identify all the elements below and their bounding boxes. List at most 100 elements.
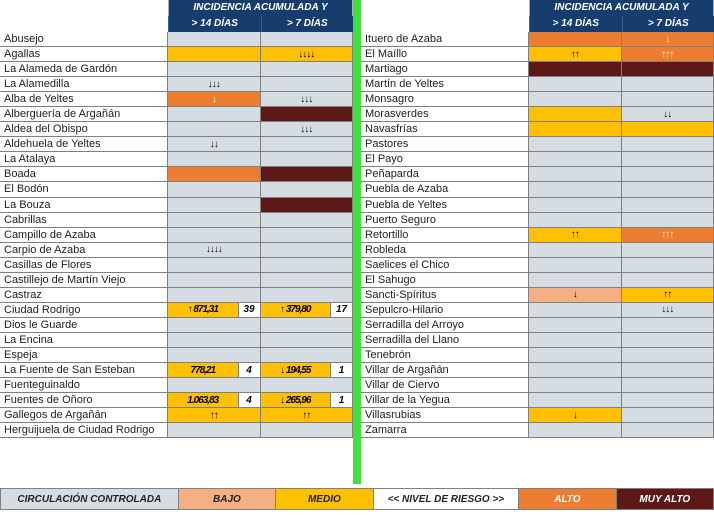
table-row: Espeja bbox=[0, 348, 353, 363]
table-row: Robleda bbox=[361, 243, 714, 258]
cell-d7 bbox=[622, 393, 714, 407]
cell-d14 bbox=[529, 243, 621, 257]
municipality-name: Aldehuela de Yeltes bbox=[0, 137, 168, 151]
cell-d7: ↓↓↓ bbox=[261, 122, 353, 136]
table-row: Serradilla del Arroyo bbox=[361, 318, 714, 333]
cell-d14 bbox=[529, 213, 621, 227]
table-row: Navasfrías bbox=[361, 122, 714, 137]
cell-d14 bbox=[529, 152, 621, 166]
cell-d14 bbox=[529, 423, 621, 437]
cell-d7: ↑↑ bbox=[261, 408, 353, 422]
cell-d7 bbox=[261, 423, 353, 437]
table-row: Martín de Yeltes bbox=[361, 77, 714, 92]
cell-d7 bbox=[622, 198, 714, 212]
cell-d14: ↑↑ bbox=[529, 228, 621, 242]
municipality-name: La Fuente de San Esteban bbox=[0, 363, 168, 377]
municipality-name: Villasrubias bbox=[361, 408, 529, 422]
table-row: La Encina bbox=[0, 333, 353, 348]
table-row: Fuenteguinaldo bbox=[0, 378, 353, 393]
table-row: Martiago bbox=[361, 62, 714, 77]
cell-d14 bbox=[168, 333, 260, 347]
municipality-name: Gallegos de Argañán bbox=[0, 408, 168, 422]
municipality-name: La Encina bbox=[0, 333, 168, 347]
cell-d7: ↓ 265,96 bbox=[261, 393, 331, 407]
cell-d14 bbox=[168, 167, 260, 181]
table-row: Retortillo↑↑↑↑↑ bbox=[361, 228, 714, 243]
cell-d14 bbox=[529, 182, 621, 196]
cell-d14: ↓↓↓ bbox=[168, 77, 260, 91]
table-row: Carpio de Azaba↓↓↓↓ bbox=[0, 243, 353, 258]
municipality-name: Agallas bbox=[0, 47, 168, 61]
municipality-name: Boada bbox=[0, 167, 168, 181]
municipality-name: Tenebrón bbox=[361, 348, 529, 362]
cell-d7 bbox=[622, 213, 714, 227]
municipality-name: Pastores bbox=[361, 137, 529, 151]
table-row: Villar de Ciervo bbox=[361, 378, 714, 393]
cell-d14-count: 4 bbox=[238, 393, 260, 407]
cell-d14 bbox=[529, 107, 621, 121]
cell-d14 bbox=[168, 228, 260, 242]
cell-d14: ↓ bbox=[529, 408, 621, 422]
municipality-name: Villar de Ciervo bbox=[361, 378, 529, 392]
cell-d14 bbox=[168, 47, 260, 61]
cell-d7 bbox=[261, 333, 353, 347]
cell-d7 bbox=[622, 243, 714, 257]
table-row: Fuentes de Oñoro1.063,834↓ 265,961 bbox=[0, 393, 353, 408]
municipality-name: El Maíllo bbox=[361, 47, 529, 61]
cell-d14 bbox=[168, 348, 260, 362]
table-row: Alba de Yeltes↓↓↓↓ bbox=[0, 92, 353, 107]
cell-d14: ↑↑ bbox=[529, 47, 621, 61]
municipality-name: Puebla de Azaba bbox=[361, 182, 529, 196]
cell-d7 bbox=[261, 62, 353, 76]
table-row: Campillo de Azaba bbox=[0, 228, 353, 243]
cell-d14 bbox=[168, 273, 260, 287]
table-row: Herguijuela de Ciudad Rodrigo bbox=[0, 423, 353, 438]
municipality-name: Casillas de Flores bbox=[0, 258, 168, 272]
cell-d7: ↓↓↓↓ bbox=[261, 47, 353, 61]
cell-d14 bbox=[168, 182, 260, 196]
cell-d7 bbox=[261, 182, 353, 196]
table-row: Peñaparda bbox=[361, 167, 714, 182]
main-wrap: INCIDENCIA ACUMULADA Y POSITIVOS +60 AÑO… bbox=[0, 0, 714, 484]
table-row: Castraz bbox=[0, 288, 353, 303]
municipality-name: Martiago bbox=[361, 62, 529, 76]
municipality-name: Monsagro bbox=[361, 92, 529, 106]
header-14d: > 14 DÍAS bbox=[168, 16, 261, 32]
cell-d7 bbox=[622, 137, 714, 151]
municipality-name: Retortillo bbox=[361, 228, 529, 242]
table-row: Zamarra bbox=[361, 423, 714, 438]
cell-d7 bbox=[261, 152, 353, 166]
cell-d7: ↑ 379,80 bbox=[261, 303, 331, 317]
cell-d14 bbox=[529, 32, 621, 46]
municipality-name: Dios le Guarde bbox=[0, 318, 168, 332]
cell-d7 bbox=[261, 273, 353, 287]
cell-d7-count: 1 bbox=[330, 393, 352, 407]
cell-d7 bbox=[622, 258, 714, 272]
table-row: Alberguería de Argañán bbox=[0, 107, 353, 122]
municipality-name: El Sahugo bbox=[361, 273, 529, 287]
cell-d7: ↓↓↓ bbox=[622, 303, 714, 317]
legend-bajo: BAJO bbox=[179, 489, 276, 509]
cell-d14 bbox=[529, 333, 621, 347]
municipality-name: La Atalaya bbox=[0, 152, 168, 166]
cell-d14: ↓ bbox=[529, 288, 621, 302]
municipality-name: Castraz bbox=[0, 288, 168, 302]
cell-d14: 1.063,83 bbox=[168, 393, 238, 407]
municipality-name: Alba de Yeltes bbox=[0, 92, 168, 106]
table-row: Ituero de Azaba ↓ bbox=[361, 32, 714, 47]
header-14d: > 14 DÍAS bbox=[529, 16, 622, 32]
cell-d7-count: 1 bbox=[330, 363, 352, 377]
cell-d7 bbox=[622, 423, 714, 437]
cell-d14 bbox=[168, 198, 260, 212]
cell-d7 bbox=[261, 243, 353, 257]
cell-d7 bbox=[261, 288, 353, 302]
municipality-name: Ituero de Azaba bbox=[361, 32, 529, 46]
left-column: INCIDENCIA ACUMULADA Y POSITIVOS +60 AÑO… bbox=[0, 0, 353, 484]
cell-d7 bbox=[622, 77, 714, 91]
cell-d14 bbox=[168, 258, 260, 272]
cell-d14-count: 4 bbox=[238, 363, 260, 377]
cell-d14 bbox=[529, 273, 621, 287]
table-row: Puebla de Yeltes bbox=[361, 198, 714, 213]
table-row: La Fuente de San Esteban778,214↓ 194,551 bbox=[0, 363, 353, 378]
cell-d7: ↓ bbox=[622, 32, 714, 46]
